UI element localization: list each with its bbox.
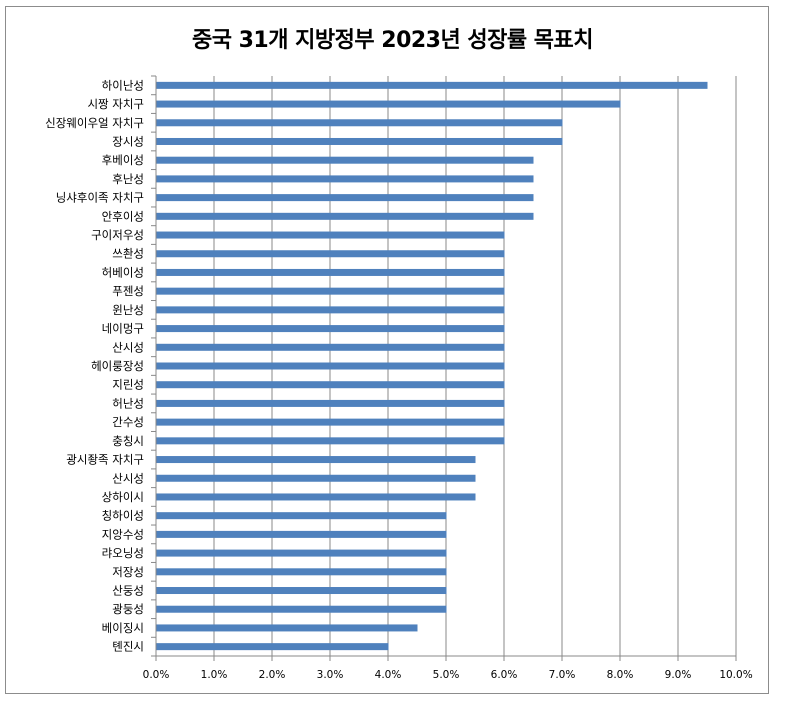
category-label: 닝샤후이족 자치구 — [56, 191, 144, 205]
category-label: 헤이룽장성 — [91, 359, 144, 373]
category-label: 허베이성 — [102, 265, 144, 279]
category-label: 푸젠성 — [112, 284, 144, 298]
chart-title: 중국 31개 지방정부 2023년 성장률 목표치 — [191, 28, 594, 53]
category-label: 베이징시 — [102, 621, 144, 635]
category-label: 지앙수성 — [102, 527, 144, 541]
bar — [156, 325, 505, 333]
x-tick-label: 0.0% — [143, 669, 170, 681]
bar — [156, 399, 505, 407]
x-tick-label: 9.0% — [665, 669, 692, 681]
category-label: 네이멍구 — [102, 322, 144, 336]
category-label: 구이저우성 — [91, 228, 144, 242]
bar — [156, 530, 447, 538]
category-label: 후베이성 — [102, 153, 144, 167]
bar — [156, 212, 534, 220]
category-label: 윈난성 — [112, 303, 144, 317]
bar — [156, 437, 505, 445]
bar — [156, 624, 418, 632]
bar — [156, 474, 476, 482]
category-label: 충칭시 — [112, 434, 144, 448]
x-tick-label: 3.0% — [317, 669, 344, 681]
category-label: 랴오닝성 — [102, 546, 144, 560]
x-tick-label: 7.0% — [549, 669, 576, 681]
category-label: 상하이시 — [102, 490, 144, 504]
category-label: 광시좡족 자치구 — [66, 453, 144, 467]
bar — [156, 231, 505, 239]
bar — [156, 287, 505, 295]
x-tick-label: 4.0% — [375, 669, 402, 681]
category-label: 지린성 — [112, 378, 144, 392]
category-label: 시짱 자치구 — [87, 97, 144, 111]
bar — [156, 268, 505, 276]
category-label: 칭하이성 — [102, 509, 144, 523]
x-tick-label: 8.0% — [607, 669, 634, 681]
category-label: 산둥성 — [112, 584, 144, 598]
bar — [156, 194, 534, 202]
bar — [156, 568, 447, 576]
bar — [156, 381, 505, 389]
bar — [156, 512, 447, 520]
bar — [156, 306, 505, 314]
category-label: 신장웨이우얼 자치구 — [45, 116, 144, 130]
x-tick-label: 6.0% — [491, 669, 518, 681]
bar — [156, 456, 476, 464]
category-label: 후난성 — [112, 172, 144, 186]
category-label: 허난성 — [112, 396, 144, 410]
bar — [156, 156, 534, 164]
bar — [156, 119, 563, 127]
category-label: 쓰촨성 — [112, 247, 144, 261]
category-label: 저장성 — [112, 565, 144, 579]
category-label: 안후이성 — [102, 209, 144, 223]
bar — [156, 81, 708, 89]
x-tick-label: 2.0% — [259, 669, 286, 681]
bar — [156, 250, 505, 258]
bar — [156, 137, 563, 145]
category-label: 장시성 — [112, 134, 144, 148]
bar — [156, 493, 476, 501]
x-tick-label: 5.0% — [433, 669, 460, 681]
bar — [156, 587, 447, 595]
category-label: 산시성 — [112, 471, 144, 485]
category-label: 톈진시 — [112, 640, 144, 654]
x-tick-label: 1.0% — [201, 669, 228, 681]
bar — [156, 549, 447, 557]
bar — [156, 643, 389, 651]
category-label: 하이난성 — [102, 78, 144, 92]
x-tick-label: 10.0% — [719, 669, 752, 681]
category-label: 간수성 — [112, 415, 144, 429]
bar — [156, 100, 621, 108]
bar — [156, 418, 505, 426]
bar — [156, 605, 447, 613]
bar — [156, 362, 505, 370]
category-label: 광둥성 — [112, 602, 144, 616]
category-label: 산시성 — [112, 340, 144, 354]
bar — [156, 343, 505, 351]
bar — [156, 175, 534, 183]
